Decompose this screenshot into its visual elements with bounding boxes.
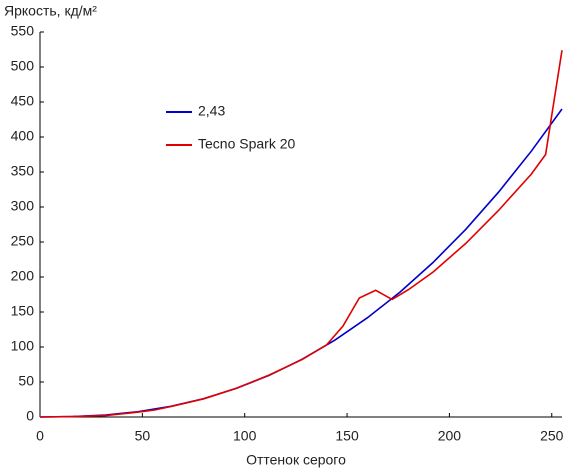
x-tick-label: 150 <box>335 428 359 444</box>
y-axis-label: Яркость, кд/м² <box>4 3 97 19</box>
y-tick-label: 400 <box>11 128 35 144</box>
x-tick-label: 0 <box>36 428 44 444</box>
x-tick-label: 250 <box>540 428 563 444</box>
y-tick-label: 100 <box>11 338 35 354</box>
y-tick-label: 550 <box>11 23 35 39</box>
y-tick-label: 300 <box>11 198 35 214</box>
legend-label: Tecno Spark 20 <box>198 136 295 152</box>
legend-label: 2,43 <box>198 103 225 119</box>
series-line <box>39 50 563 418</box>
x-tick-label: 200 <box>438 428 462 444</box>
y-tick-label: 450 <box>11 93 35 109</box>
y-tick-label: 50 <box>18 373 34 389</box>
series-line <box>39 108 563 418</box>
y-tick-label: 350 <box>11 163 35 179</box>
y-tick-label: 0 <box>26 408 34 424</box>
y-tick-label: 250 <box>11 233 35 249</box>
y-tick-label: 500 <box>11 58 35 74</box>
x-axis-label: Оттенок серого <box>246 452 346 468</box>
y-tick-label: 150 <box>11 303 35 319</box>
x-tick-label: 100 <box>233 428 257 444</box>
x-tick-label: 50 <box>135 428 151 444</box>
y-tick-label: 200 <box>11 268 35 284</box>
